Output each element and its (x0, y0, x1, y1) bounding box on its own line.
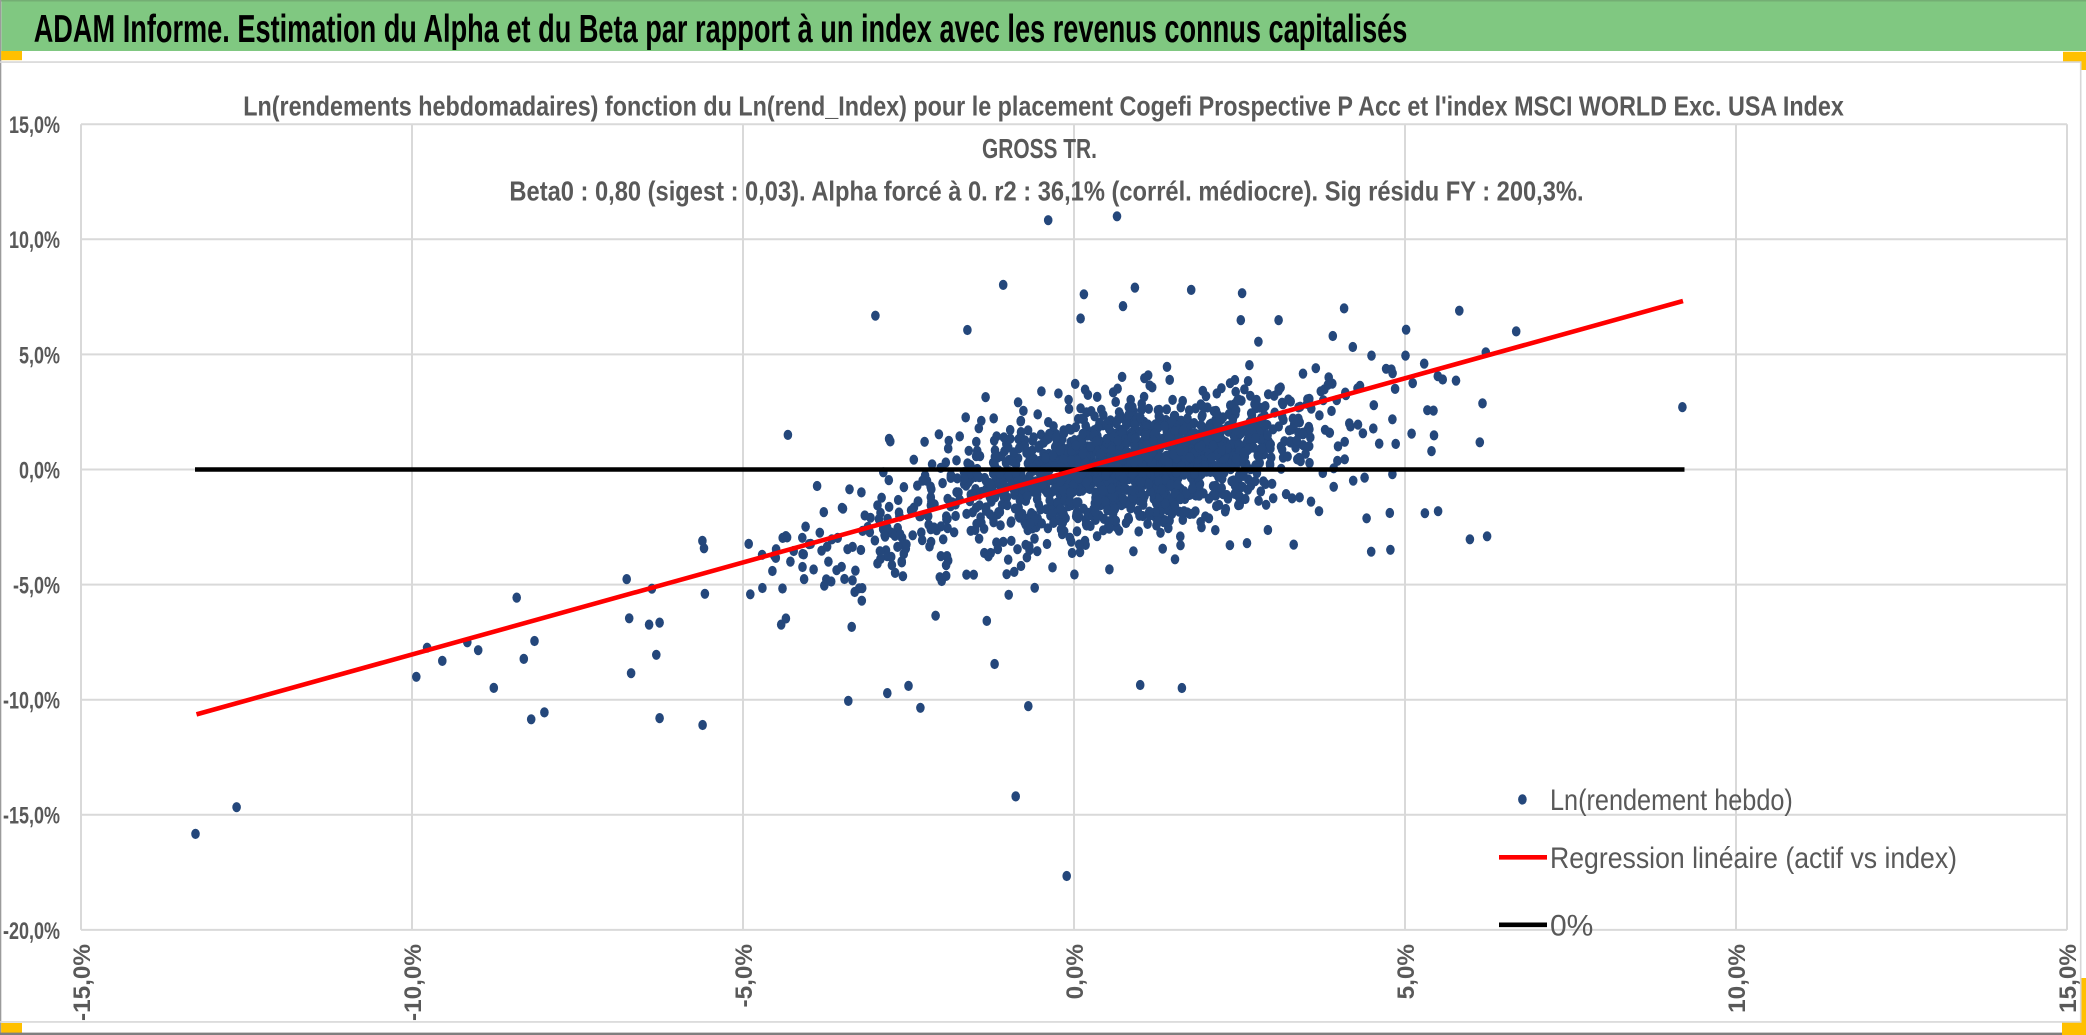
svg-text:Ln(rendements hebdomadaires) f: Ln(rendements hebdomadaires) fonction du… (243, 92, 1844, 122)
svg-text:10,0%: 10,0% (1724, 944, 1751, 1013)
svg-text:0%: 0% (1550, 910, 1593, 943)
svg-text:-10,0%: -10,0% (400, 944, 427, 1021)
svg-text:-20,0%: -20,0% (3, 917, 60, 944)
svg-text:Regression linéaire (actif vs: Regression linéaire (actif vs index) (1550, 842, 1957, 876)
svg-text:-5,0%: -5,0% (13, 572, 60, 599)
svg-text:GROSS TR.: GROSS TR. (982, 134, 1097, 164)
svg-text:15,0%: 15,0% (2055, 944, 2082, 1013)
svg-text:10,0%: 10,0% (9, 227, 60, 254)
svg-text:Beta0 : 0,80 (sigest : 0,03).: Beta0 : 0,80 (sigest : 0,03). Alpha forc… (509, 177, 1583, 207)
svg-text:-5,0%: -5,0% (731, 944, 758, 1007)
svg-text:5,0%: 5,0% (1393, 944, 1420, 999)
svg-text:15,0%: 15,0% (9, 112, 60, 139)
svg-text:-15,0%: -15,0% (3, 802, 60, 829)
svg-text:0,0%: 0,0% (19, 457, 60, 484)
svg-text:ADAM Informe. Estimation du Al: ADAM Informe. Estimation du Alpha et du … (34, 8, 1408, 51)
svg-text:0,0%: 0,0% (1062, 944, 1089, 999)
svg-text:-10,0%: -10,0% (3, 687, 60, 714)
svg-text:5,0%: 5,0% (19, 342, 60, 369)
svg-text:Ln(rendement hebdo): Ln(rendement hebdo) (1550, 783, 1793, 817)
svg-text:-15,0%: -15,0% (69, 944, 96, 1021)
